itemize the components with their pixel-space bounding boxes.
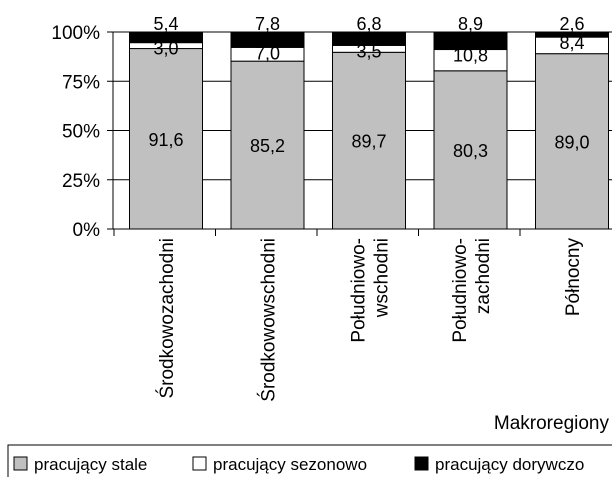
- bars: [129, 31, 609, 230]
- data-label: 89,7: [351, 132, 386, 152]
- bar-segment: [433, 31, 508, 51]
- category-label: Południowo-: [450, 238, 471, 343]
- bar-segment: [535, 31, 609, 38]
- category-label: Środkowowschodni: [258, 238, 280, 402]
- legend-label: pracujący sezonowo: [213, 455, 367, 474]
- legend-swatch: [192, 456, 207, 471]
- bar-segment: [535, 53, 609, 230]
- axes: 0% 25% 50% 75% 100%: [51, 23, 612, 241]
- y-tick-label: 25%: [62, 171, 100, 192]
- y-tick-label: 50%: [62, 122, 100, 143]
- data-label: 91,6: [148, 130, 183, 150]
- category-label: zachodni: [473, 238, 494, 314]
- category-label: Południowo-: [349, 238, 370, 343]
- bar-segment: [230, 31, 305, 48]
- legend-swatch: [13, 456, 28, 471]
- data-label: 89,0: [554, 132, 589, 152]
- category-label: Środkowozachodni: [156, 238, 178, 399]
- data-label: 2,6: [559, 14, 584, 34]
- data-label: 5,4: [153, 14, 178, 34]
- bar-segment: [433, 70, 508, 230]
- data-label: 6,8: [356, 14, 381, 34]
- y-tick-label: 0%: [73, 220, 101, 241]
- data-label: 7,0: [255, 43, 280, 63]
- data-labels: 91,6 3,0 5,4 85,2 7,0 7,8 89,7 3,5 6,8 80,3 10,8 8,…: [148, 14, 589, 161]
- category-label: wschodni: [372, 238, 393, 318]
- legend-label: pracujący dorywczo: [435, 455, 584, 474]
- bar-segment: [230, 60, 305, 230]
- data-label: 8,9: [458, 14, 483, 34]
- data-label: 3,0: [153, 39, 178, 59]
- y-tick-label: 100%: [51, 23, 100, 44]
- bar-segment: [129, 31, 203, 44]
- data-label: 85,2: [250, 136, 285, 156]
- y-tick-label: 75%: [62, 72, 100, 93]
- category-label: Północny: [563, 238, 584, 317]
- category-labels: Środkowozachodni Środkowowschodni Południo…: [156, 238, 584, 402]
- data-label: 10,8: [453, 46, 488, 66]
- legend-label: pracujący stale: [34, 455, 147, 474]
- data-label: 80,3: [453, 141, 488, 161]
- data-label: 8,4: [559, 33, 584, 53]
- legend-frame: [7, 444, 612, 477]
- bar-segment: [332, 31, 406, 46]
- data-label: 3,5: [356, 41, 381, 61]
- x-axis-title: Makroregiony: [494, 413, 610, 434]
- data-label: 7,8: [255, 14, 280, 34]
- legend-swatch: [414, 456, 429, 471]
- legend: pracujący stale pracujący sezonowo pracują…: [7, 444, 612, 477]
- bar-segment: [129, 48, 203, 230]
